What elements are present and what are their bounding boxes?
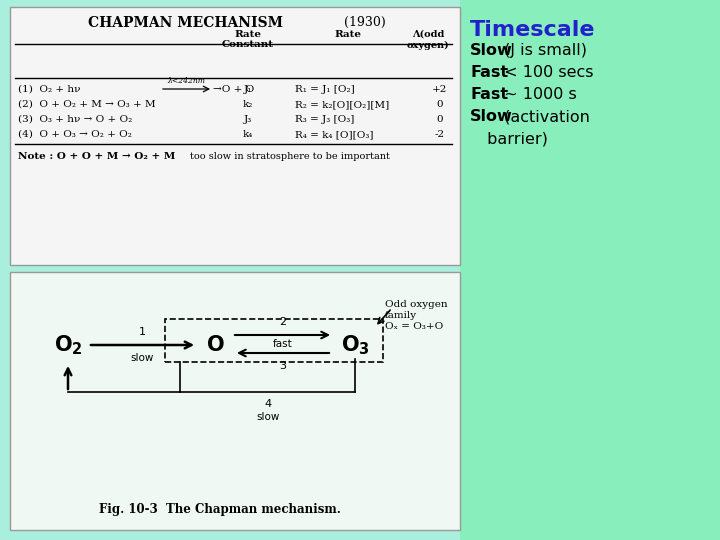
- Text: fast: fast: [273, 339, 293, 349]
- Text: (1)  O₂ + hν: (1) O₂ + hν: [18, 85, 81, 94]
- Text: (2)  O + O₂ + M → O₃ + M: (2) O + O₂ + M → O₃ + M: [18, 100, 156, 109]
- Text: ~ 1000 s: ~ 1000 s: [499, 87, 577, 102]
- Text: R₂ = k₂[O][O₂][M]: R₂ = k₂[O][O₂][M]: [295, 100, 390, 109]
- Bar: [10, 7, 460, 265]
- Text: 3: 3: [279, 361, 287, 371]
- Text: 1: 1: [138, 327, 145, 337]
- Text: CHAPMAN MECHANISM: CHAPMAN MECHANISM: [88, 16, 282, 30]
- Bar: [165, 319, 383, 362]
- Text: Rate: Rate: [335, 30, 361, 39]
- Text: slow: slow: [130, 353, 153, 363]
- Text: 0: 0: [437, 115, 444, 124]
- Text: R₁ = J₁ [O₂]: R₁ = J₁ [O₂]: [295, 85, 355, 94]
- Bar: [10, 272, 460, 530]
- Text: Odd oxygen
family
Oₓ = O₃+O: Odd oxygen family Oₓ = O₃+O: [385, 300, 448, 331]
- Text: Timescale: Timescale: [470, 20, 595, 40]
- Text: slow: slow: [256, 412, 279, 422]
- Text: $\mathbf{O_2}$: $\mathbf{O_2}$: [53, 333, 82, 357]
- Text: k₄: k₄: [243, 130, 253, 139]
- Text: Note : O + O + M → O₂ + M: Note : O + O + M → O₂ + M: [18, 152, 176, 161]
- Text: J₁: J₁: [244, 85, 252, 94]
- Text: R₃ = J₃ [O₃]: R₃ = J₃ [O₃]: [295, 115, 354, 124]
- Text: Slow: Slow: [470, 109, 513, 124]
- Text: Λ(odd
oxygen): Λ(odd oxygen): [407, 30, 449, 50]
- Text: Slow: Slow: [470, 43, 513, 58]
- Text: Rate
Constant: Rate Constant: [222, 30, 274, 49]
- Text: 4: 4: [264, 399, 271, 409]
- Text: $\mathbf{O_3}$: $\mathbf{O_3}$: [341, 333, 369, 357]
- Text: (J is small): (J is small): [499, 43, 587, 58]
- Text: J₃: J₃: [244, 115, 252, 124]
- Text: Fig. 10-3  The Chapman mechanism.: Fig. 10-3 The Chapman mechanism.: [99, 503, 341, 516]
- Text: 0: 0: [437, 100, 444, 109]
- Text: λ<242nm: λ<242nm: [167, 77, 205, 85]
- Text: < 100 secs: < 100 secs: [499, 65, 593, 80]
- Text: too slow in stratosphere to be important: too slow in stratosphere to be important: [190, 152, 390, 161]
- Text: k₂: k₂: [243, 100, 253, 109]
- Text: (1930): (1930): [344, 16, 386, 29]
- Text: (activation: (activation: [499, 109, 590, 124]
- Text: $\mathbf{O}$: $\mathbf{O}$: [206, 335, 225, 355]
- Text: Fast: Fast: [470, 87, 508, 102]
- Text: -2: -2: [435, 130, 445, 139]
- Text: (3)  O₃ + hν → O + O₂: (3) O₃ + hν → O + O₂: [18, 115, 132, 124]
- Text: (4)  O + O₃ → O₂ + O₂: (4) O + O₃ → O₂ + O₂: [18, 130, 132, 139]
- Text: 2: 2: [279, 317, 287, 327]
- Text: Fast: Fast: [470, 65, 508, 80]
- Text: +2: +2: [432, 85, 448, 94]
- Text: R₄ = k₄ [O][O₃]: R₄ = k₄ [O][O₃]: [295, 130, 374, 139]
- Text: →O + O: →O + O: [213, 85, 254, 94]
- Bar: [460, 0, 720, 540]
- Text: barrier): barrier): [482, 131, 548, 146]
